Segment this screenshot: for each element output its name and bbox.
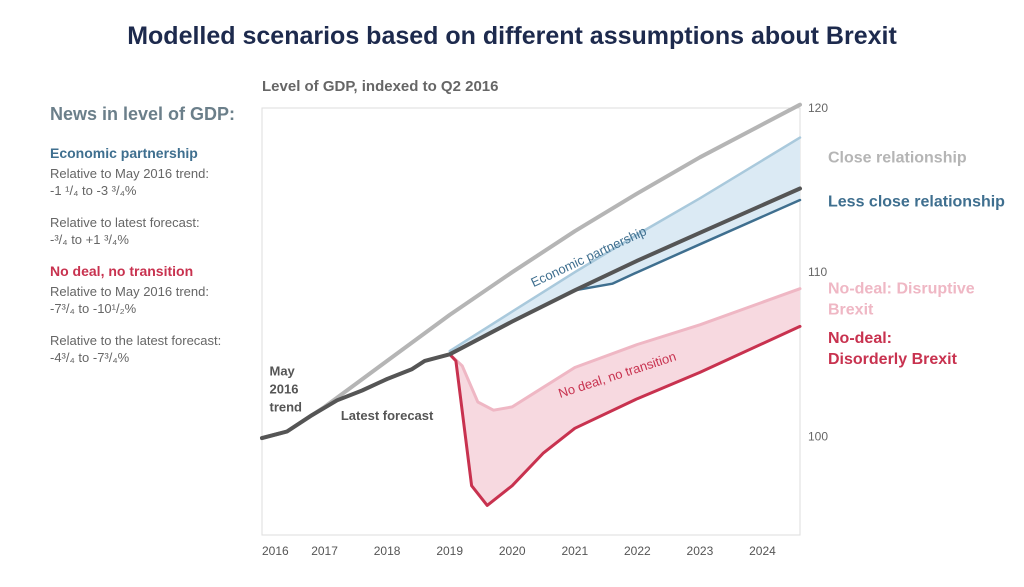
x-tick-label: 2019 (436, 544, 463, 558)
x-tick-label: 2017 (311, 544, 338, 558)
sidebar-item: Relative to the latest forecast: -4³/₄ t… (50, 332, 255, 366)
x-tick-label: 2018 (374, 544, 401, 558)
sidebar-item-label: Relative to latest forecast: (50, 215, 200, 230)
sidebar-item: Relative to May 2016 trend: -7³/₄ to -10… (50, 283, 255, 317)
y-tick-label: 110 (808, 265, 827, 279)
series-end-label: Less close relationship (828, 194, 1005, 211)
sidebar-item-value: -4³/₄ to -7³/₄% (50, 350, 130, 365)
series-line-close (448, 136, 802, 353)
sidebar-item-label: Relative to May 2016 trend: (50, 284, 209, 299)
sidebar-item-value: -7³/₄ to -10¹/₂% (50, 301, 137, 316)
band-disruptive-disorderly (449, 288, 800, 506)
chart-subtitle: Level of GDP, indexed to Q2 2016 (262, 78, 499, 95)
series-end-label: Close relationship (828, 149, 967, 166)
series-line-trend (260, 102, 802, 441)
trend-label: May 2016 trend (270, 364, 303, 415)
y-tick-label: 100 (808, 429, 828, 443)
x-tick-label: 2020 (499, 544, 526, 558)
x-tick-label: 2023 (687, 544, 714, 558)
sidebar-section-title: Economic partnership (50, 145, 198, 161)
sidebar-section-no-deal: No deal, no transition Relative to May 2… (50, 263, 255, 366)
annotation-label: Latest forecast (341, 408, 434, 423)
x-tick-label: 2024 (749, 544, 776, 558)
x-tick-label: 2016 (262, 544, 289, 558)
chart-title: Modelled scenarios based on different as… (127, 22, 897, 50)
series-line-disorderly (448, 324, 802, 507)
x-tick-label: 2021 (561, 544, 588, 558)
series-end-label: No-deal: Disruptive Brexit (828, 281, 975, 319)
x-tick-label: 2022 (624, 544, 651, 558)
sidebar-heading: News in level of GDP: (50, 104, 236, 124)
series-line-forecast (260, 186, 802, 441)
sidebar-item: Relative to May 2016 trend: -1 ¹/₄ to -3… (50, 165, 255, 199)
series-end-label: No-deal: Disorderly Brexit (828, 330, 958, 368)
news-sidebar: News in level of GDP: Economic partnersh… (50, 104, 255, 381)
sidebar-section-title: No deal, no transition (50, 263, 194, 279)
sidebar-item-value: -1 ¹/₄ to -3 ³/₄% (50, 183, 137, 198)
sidebar-item-value: -³/₄ to +1 ³/₄% (50, 232, 129, 247)
sidebar-section-economic-partnership: Economic partnership Relative to May 201… (50, 145, 255, 248)
sidebar-item: Relative to latest forecast: -³/₄ to +1 … (50, 214, 255, 248)
sidebar-item-label: Relative to May 2016 trend: (50, 166, 209, 181)
y-tick-label: 120 (808, 101, 828, 115)
sidebar-item-label: Relative to the latest forecast: (50, 333, 222, 348)
series-line-disruptive (448, 287, 802, 412)
